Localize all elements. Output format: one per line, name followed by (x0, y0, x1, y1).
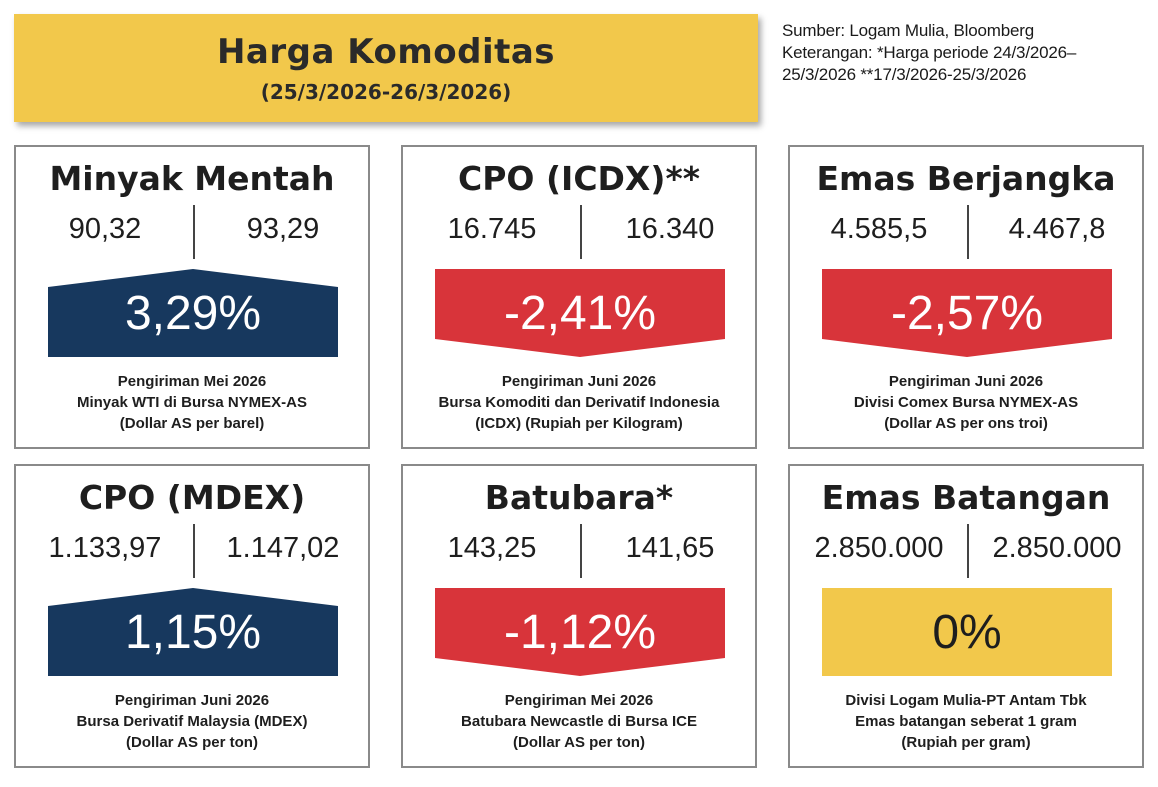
card-title: CPO (ICDX)** (458, 159, 700, 198)
card-emas-berjangka: Emas Berjangka 4.585,5 4.467,8 -2,57% Pe… (788, 145, 1144, 449)
previous-price: 90,32 (68, 213, 142, 245)
description-line-1: Pengiriman Mei 2026 (117, 373, 267, 390)
current-price: 4.467,8 (1008, 213, 1106, 245)
change-percent: -1,12% (503, 605, 657, 659)
description-line-3: (Dollar AS per ton) (513, 734, 645, 751)
card-description: Pengiriman Juni 2026 Bursa Komoditi dan … (403, 371, 755, 434)
period-label: (25/3/2026-26/3/2026) (260, 80, 512, 104)
value-divider (193, 205, 195, 259)
card-description: Divisi Logam Mulia-PT Antam Tbk Emas bat… (790, 690, 1142, 753)
card-description: Pengiriman Mei 2026 Batubara Newcastle d… (403, 690, 755, 753)
description-line-2: Divisi Comex Bursa NYMEX-AS (853, 394, 1079, 411)
previous-price: 4.585,5 (830, 213, 928, 245)
description-line-1: Pengiriman Juni 2026 (501, 373, 657, 390)
card-description: Pengiriman Mei 2026 Minyak WTI di Bursa … (16, 371, 368, 434)
card-cpo-icdx: CPO (ICDX)** 16.745 16.340 -2,41% Pengir… (401, 145, 757, 449)
description-line-2: Batubara Newcastle di Bursa ICE (461, 713, 697, 730)
remark-line-1: Keterangan: *Harga periode 24/3/2026– (782, 43, 1077, 62)
value-divider (967, 524, 969, 578)
card-description: Pengiriman Juni 2026 Divisi Comex Bursa … (790, 371, 1142, 434)
value-divider (193, 524, 195, 578)
previous-price: 16.745 (447, 213, 537, 245)
down-arrow-icon (435, 269, 725, 357)
card-emas-batangan: Emas Batangan 2.850.000 2.850.000 0% Div… (788, 464, 1144, 768)
description-line-2: Emas batangan seberat 1 gram (855, 713, 1077, 730)
description-line-3: (Dollar AS per ton) (126, 734, 258, 751)
description-line-1: Divisi Logam Mulia-PT Antam Tbk (845, 692, 1087, 709)
change-indicator: 0% (822, 588, 1112, 676)
card-batubara: Batubara* 143,25 141,65 -1,12% Pengirima… (401, 464, 757, 768)
current-price: 16.340 (625, 213, 715, 245)
current-price: 1.147,02 (226, 532, 340, 564)
current-price: 93,29 (246, 213, 320, 245)
up-arrow-icon (48, 588, 338, 676)
description-line-1: Pengiriman Juni 2026 (114, 692, 270, 709)
change-indicator: -1,12% (435, 588, 725, 676)
value-divider (967, 205, 969, 259)
description-line-1: Pengiriman Juni 2026 (888, 373, 1044, 390)
change-indicator: 1,15% (48, 588, 338, 676)
page-title: Harga Komoditas (216, 32, 556, 72)
card-title: Emas Batangan (821, 478, 1111, 517)
current-price: 2.850.000 (992, 532, 1122, 564)
card-description: Pengiriman Juni 2026 Bursa Derivatif Mal… (16, 690, 368, 753)
description-line-2: Bursa Derivatif Malaysia (MDEX) (76, 713, 308, 730)
description-line-3: (Dollar AS per barel) (119, 415, 265, 432)
current-price: 141,65 (625, 532, 715, 564)
down-arrow-icon (822, 269, 1112, 357)
title-banner: Harga Komoditas (25/3/2026-26/3/2026) (14, 14, 758, 122)
change-indicator: -2,57% (822, 269, 1112, 357)
source-note: Sumber: Logam Mulia, Bloomberg Keteranga… (782, 20, 1152, 86)
change-percent: -2,41% (503, 286, 657, 340)
previous-price: 2.850.000 (814, 532, 944, 564)
change-indicator: 3,29% (48, 269, 338, 357)
down-arrow-icon (435, 588, 725, 676)
description-line-2: Bursa Komoditi dan Derivatif Indonesia (438, 394, 720, 411)
change-percent: 1,15% (124, 605, 262, 659)
description-line-2: Minyak WTI di Bursa NYMEX-AS (76, 394, 308, 411)
value-divider (580, 205, 582, 259)
value-divider (580, 524, 582, 578)
description-line-3: (Rupiah per gram) (901, 734, 1031, 751)
card-title: CPO (MDEX) (78, 478, 306, 517)
change-indicator: -2,41% (435, 269, 725, 357)
source-line: Sumber: Logam Mulia, Bloomberg (782, 21, 1034, 40)
card-minyak-mentah: Minyak Mentah 90,32 93,29 3,29% Pengirim… (14, 145, 370, 449)
change-percent: 3,29% (124, 286, 262, 340)
description-line-3: (ICDX) (Rupiah per Kilogram) (475, 415, 683, 432)
flat-box-icon (822, 588, 1112, 676)
card-title: Emas Berjangka (816, 159, 1116, 198)
remark-line-2: 25/3/2026 **17/3/2026-25/3/2026 (782, 65, 1027, 84)
description-line-1: Pengiriman Mei 2026 (504, 692, 654, 709)
previous-price: 143,25 (447, 532, 537, 564)
card-title: Minyak Mentah (49, 159, 335, 198)
change-percent: 0% (932, 605, 1002, 659)
previous-price: 1.133,97 (48, 532, 162, 564)
card-title: Batubara* (484, 478, 674, 517)
card-cpo-mdex: CPO (MDEX) 1.133,97 1.147,02 1,15% Pengi… (14, 464, 370, 768)
up-arrow-icon (48, 269, 338, 357)
description-line-3: (Dollar AS per ons troi) (884, 415, 1048, 432)
change-percent: -2,57% (890, 286, 1044, 340)
